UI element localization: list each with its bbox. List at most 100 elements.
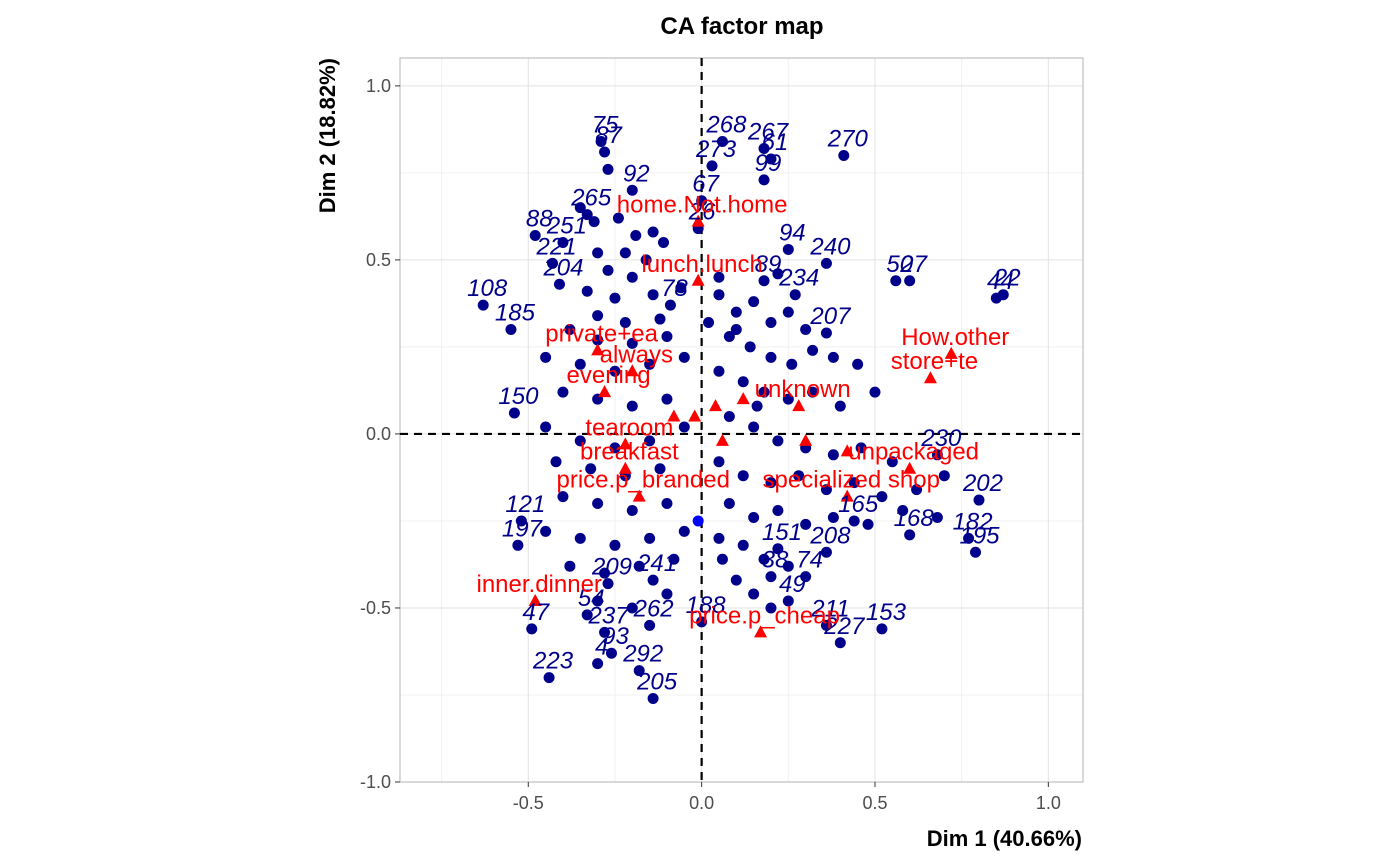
rows-label: 38 — [762, 547, 789, 574]
rows-label: 195 — [959, 522, 1000, 549]
rows-point — [786, 358, 798, 370]
rows-label: 87 — [595, 122, 623, 149]
columns-point — [840, 489, 854, 502]
rows-point — [564, 324, 576, 335]
rows-label: 265 — [570, 185, 612, 212]
columns-point — [691, 214, 705, 227]
rows-label: 4 — [595, 634, 608, 661]
rows-point — [748, 421, 760, 433]
rows-point — [661, 498, 673, 510]
rows-point — [758, 275, 770, 287]
rows-point — [543, 672, 555, 684]
rows-label: 27 — [899, 251, 928, 278]
rows-label: 208 — [809, 522, 851, 549]
rows-point — [765, 477, 777, 489]
columns-label: unpackaged — [848, 439, 979, 466]
rows-point — [713, 271, 725, 283]
columns-label: price.p_cheap — [689, 602, 840, 629]
rows-point — [661, 393, 673, 405]
plot-panel — [399, 57, 1084, 783]
rows-point — [612, 212, 624, 224]
rows-point — [609, 539, 621, 551]
rows-point — [820, 546, 832, 558]
columns-label: private+ea — [545, 320, 658, 347]
rows-point — [862, 518, 874, 530]
rows-point — [602, 264, 614, 276]
x-tick-label: 0.5 — [862, 793, 887, 813]
rows-point — [581, 285, 593, 297]
columns-point — [903, 461, 917, 474]
rows-label: 223 — [532, 648, 574, 675]
rows-point — [609, 292, 621, 304]
rows-label: 209 — [591, 554, 632, 581]
rows-point — [633, 665, 645, 677]
rows-point — [782, 595, 794, 607]
rows-point — [758, 386, 770, 398]
rows-point — [772, 505, 784, 516]
rows-label: 153 — [866, 599, 907, 626]
rows-point — [758, 174, 770, 186]
rows-label: 211 — [810, 595, 849, 622]
columns-label: always — [600, 341, 673, 368]
rows-point — [807, 344, 819, 356]
rows-point — [605, 647, 617, 659]
rows-point — [550, 456, 562, 468]
columns-label: unknown — [755, 376, 851, 403]
rows-point — [654, 313, 666, 325]
rows-label: 150 — [498, 383, 539, 410]
columns-label: home.Not.home — [617, 192, 788, 219]
rows-label: 75 — [592, 112, 619, 139]
rows-label: 234 — [778, 265, 819, 292]
rows-point — [765, 602, 777, 614]
rows-point — [585, 463, 597, 475]
rows-label: 92 — [623, 160, 650, 187]
rows-label: 240 — [809, 233, 851, 260]
rows-point — [647, 574, 659, 586]
rows-point — [664, 299, 676, 311]
rows-point — [592, 595, 604, 607]
grid-lines — [400, 58, 1083, 783]
columns-point — [618, 437, 632, 450]
columns-point — [591, 343, 605, 356]
rows-point — [904, 275, 916, 287]
rows-point — [730, 324, 742, 335]
rows-point — [661, 588, 673, 600]
supplementary-point — [692, 515, 704, 527]
columns-label: inner.dinner — [476, 571, 601, 598]
rows-label: 67 — [692, 171, 720, 198]
rows-label: 202 — [962, 470, 1003, 497]
columns-label: price.p_branded — [556, 467, 729, 494]
rows-point — [595, 136, 607, 148]
rows-point — [630, 230, 642, 242]
rows-point — [626, 505, 638, 516]
rows-point — [640, 254, 652, 266]
columns-label: store+te — [891, 348, 978, 375]
rows-point — [772, 543, 784, 555]
rows-label: 151 — [762, 519, 802, 546]
rows-point — [723, 411, 735, 423]
columns-label: tearoom — [585, 414, 673, 441]
rows-label: 168 — [894, 505, 935, 532]
columns-point — [691, 273, 705, 286]
reference-lines — [400, 58, 1083, 782]
rows-label: 165 — [838, 491, 879, 518]
rows-point — [678, 421, 690, 433]
rows-point — [540, 351, 552, 363]
rows-point — [838, 149, 850, 161]
rows-point — [963, 532, 975, 544]
rows-point — [619, 247, 631, 259]
rows-label: 273 — [695, 136, 737, 163]
rows-point — [644, 532, 656, 544]
rows-point — [820, 327, 832, 339]
rows-label: 221 — [536, 233, 577, 260]
rows-point — [602, 163, 614, 175]
rows-point — [581, 609, 593, 621]
rows-point — [876, 491, 888, 503]
rows-point — [911, 484, 923, 496]
rows-point — [807, 386, 819, 398]
x-axis-title: Dim 1 (40.66%) — [927, 826, 1082, 851]
rows-point — [869, 386, 881, 398]
rows-label: 49 — [779, 571, 806, 598]
rows-label: 241 — [636, 550, 677, 577]
